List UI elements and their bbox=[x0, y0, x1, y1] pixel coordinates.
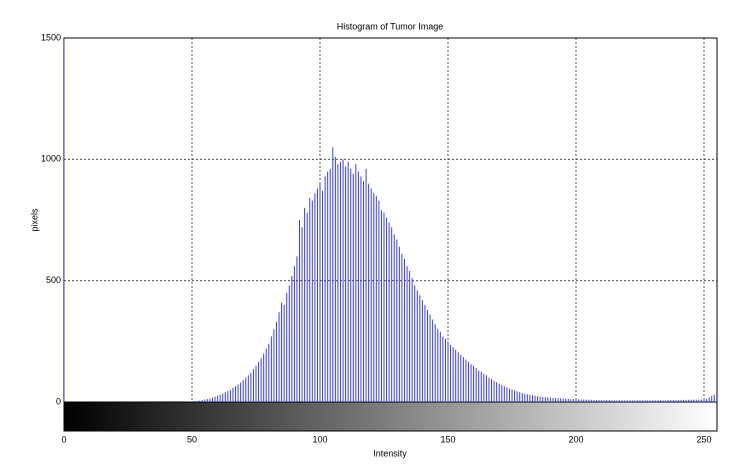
y-axis-label: pixels bbox=[29, 208, 39, 232]
x-tick-label: 200 bbox=[568, 434, 583, 444]
x-axis-label: Intensity bbox=[373, 448, 407, 458]
chart-title: Histogram of Tumor Image bbox=[337, 21, 444, 31]
y-tick-label: 1000 bbox=[41, 154, 61, 164]
y-tick-label: 500 bbox=[46, 275, 61, 285]
y-tick-label: 0 bbox=[56, 396, 61, 406]
axes-box bbox=[63, 37, 718, 432]
y-tick-label: 1500 bbox=[41, 32, 61, 42]
x-tick-label: 250 bbox=[696, 434, 711, 444]
x-tick-label: 50 bbox=[187, 434, 197, 444]
x-tick-label: 100 bbox=[312, 434, 327, 444]
colorbar bbox=[63, 401, 718, 432]
x-tick-label: 0 bbox=[61, 434, 66, 444]
x-tick-label: 150 bbox=[440, 434, 455, 444]
